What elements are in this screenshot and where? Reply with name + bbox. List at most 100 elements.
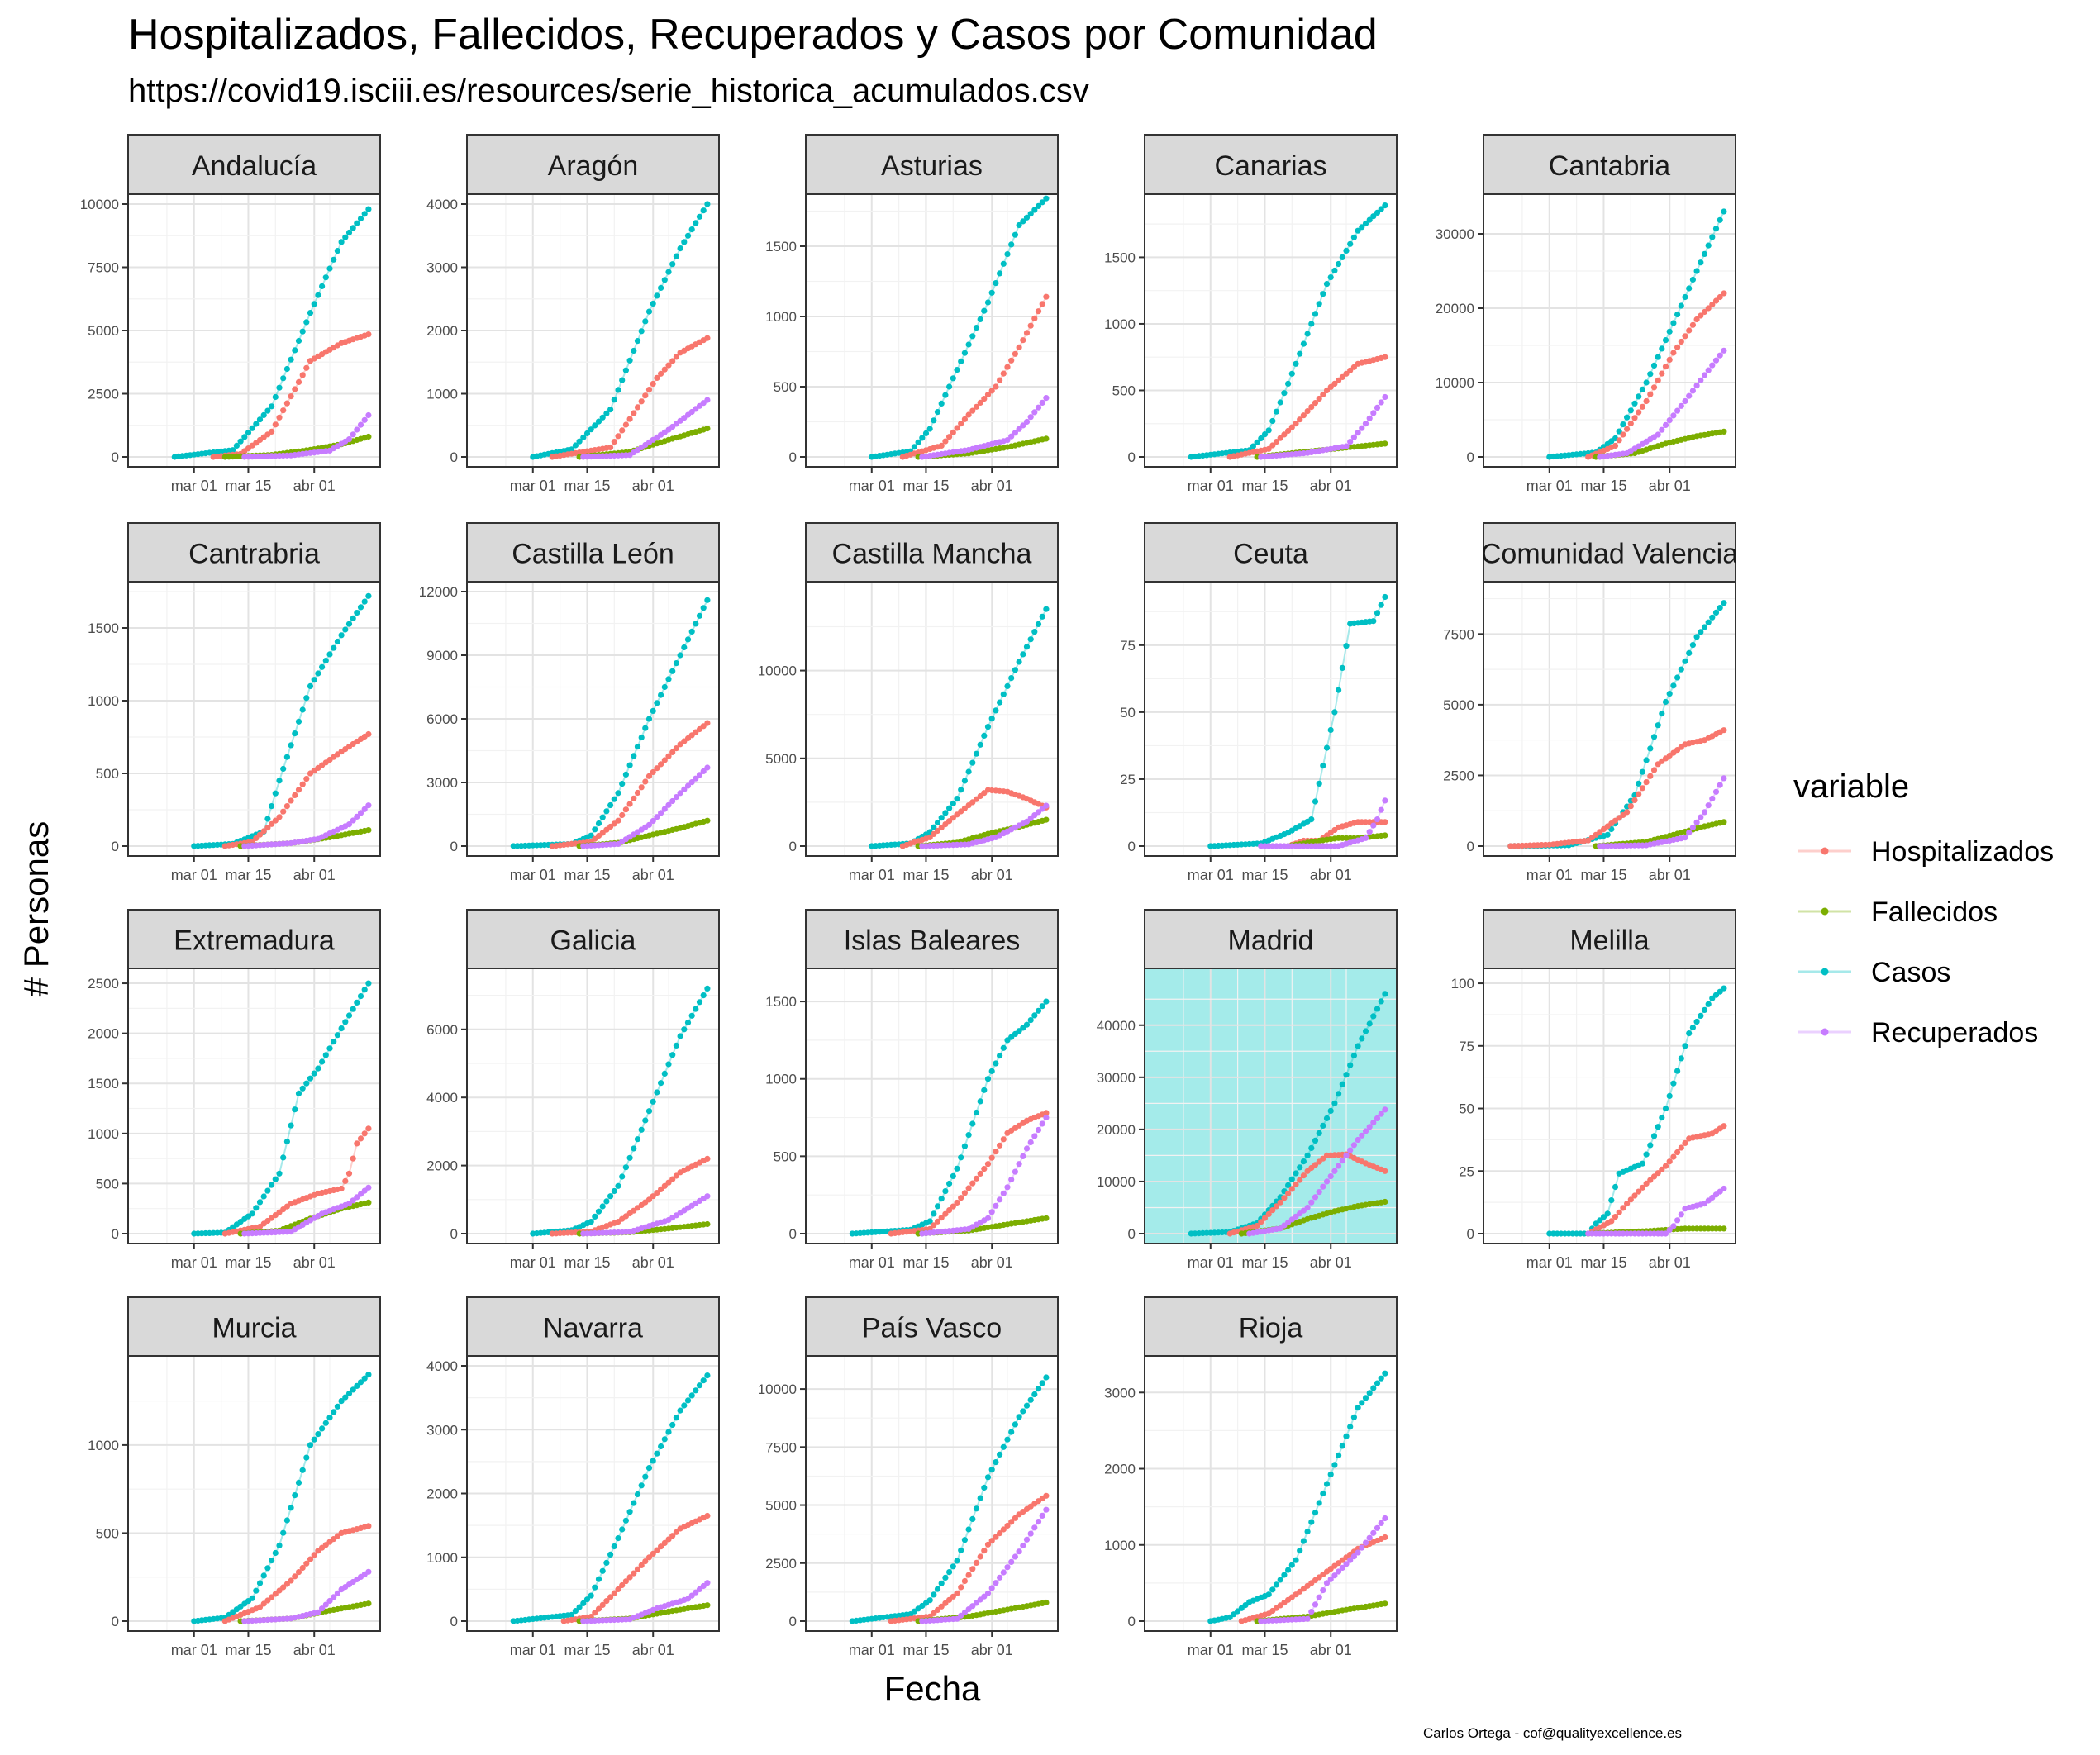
data-point [1678,402,1684,409]
data-point [572,1608,579,1615]
data-point [607,1594,614,1600]
data-point [650,817,656,825]
data-point [1308,1199,1315,1206]
data-point [338,1025,345,1032]
data-point [1312,1510,1319,1516]
data-point [1362,421,1369,427]
data-point [592,422,598,429]
data-point [1008,1429,1015,1435]
data-point [631,795,637,801]
data-point [1382,1600,1388,1607]
data-point [950,429,956,436]
x-tick-label: mar 01 [1188,1642,1234,1658]
data-point [1304,1615,1311,1622]
data-point [354,426,360,433]
data-point [319,1605,326,1612]
data-point [1662,1163,1669,1169]
series-recuperados [919,395,1050,460]
data-point [1269,1207,1276,1214]
data-point [1285,1567,1292,1573]
data-point [1308,816,1315,823]
series-casos [171,206,372,460]
data-point [288,393,294,400]
data-point [299,706,306,713]
data-point [1693,819,1700,825]
data-point [303,1080,310,1087]
facet-strip [127,134,381,195]
data-point [311,1552,317,1558]
data-point [1689,388,1696,394]
data-point [264,825,271,831]
data-point [1339,373,1345,380]
data-point [1659,1115,1665,1121]
data-point [958,1154,964,1161]
data-point [1382,797,1388,804]
data-point [684,782,692,789]
series-recuperados [919,1114,1050,1237]
series-layer [191,980,372,1237]
data-point [634,1136,641,1143]
y-tick-label: 10000 [1436,375,1474,391]
x-axis-label: Fecha [884,1669,981,1708]
data-point [1650,1133,1658,1139]
data-point [1701,372,1708,378]
data-point [264,1597,271,1604]
data-point [276,414,283,421]
data-point [615,817,621,824]
data-point [354,1382,360,1389]
data-point [1693,316,1700,323]
data-point [1004,1522,1011,1529]
data-point [354,1140,360,1147]
data-point [961,1537,968,1543]
data-point [969,1120,976,1127]
data-point [1020,422,1026,429]
data-point [1721,727,1727,734]
data-point [303,1454,310,1461]
data-point [958,787,964,793]
data-point [977,316,983,322]
data-point [288,797,294,804]
data-point [1650,1173,1658,1180]
grid [1145,1356,1397,1631]
data-point [1362,1395,1369,1401]
data-point [272,393,279,401]
data-point [1678,1144,1684,1151]
data-point [1316,1189,1322,1196]
data-point [1000,1190,1007,1196]
x-tick-label: mar 01 [510,478,556,494]
facet-strip [466,1296,720,1357]
data-point [1327,726,1334,734]
data-point [634,404,641,411]
data-point [619,427,626,434]
x-tick-label: mar 15 [564,1642,610,1658]
data-point [1004,1184,1011,1191]
data-point [681,786,688,793]
data-point [693,621,699,627]
data-point [1012,350,1018,357]
x-tick-label: abr 01 [971,867,1013,883]
x-tick-label: mar 01 [849,867,895,883]
data-point [693,1387,699,1394]
data-point [588,1219,594,1225]
data-point [1297,350,1303,357]
data-point [1604,1210,1611,1217]
data-point [1643,379,1650,386]
data-point [1636,1188,1642,1195]
data-point [595,820,602,827]
data-point [1043,1114,1050,1121]
data-point [665,801,672,808]
data-point [269,403,275,410]
data-point [1308,1519,1315,1525]
legend-label: Recuperados [1871,1017,2038,1049]
data-point [342,1177,349,1184]
data-point [984,1474,992,1481]
y-tick-label: 4000 [426,1358,458,1374]
grid [128,1356,380,1631]
data-point [1323,744,1331,751]
data-point [256,416,264,423]
data-point [1701,809,1708,816]
data-point [1600,1214,1607,1220]
data-point [993,1149,999,1155]
data-point [1382,202,1388,209]
data-point [1627,420,1634,427]
